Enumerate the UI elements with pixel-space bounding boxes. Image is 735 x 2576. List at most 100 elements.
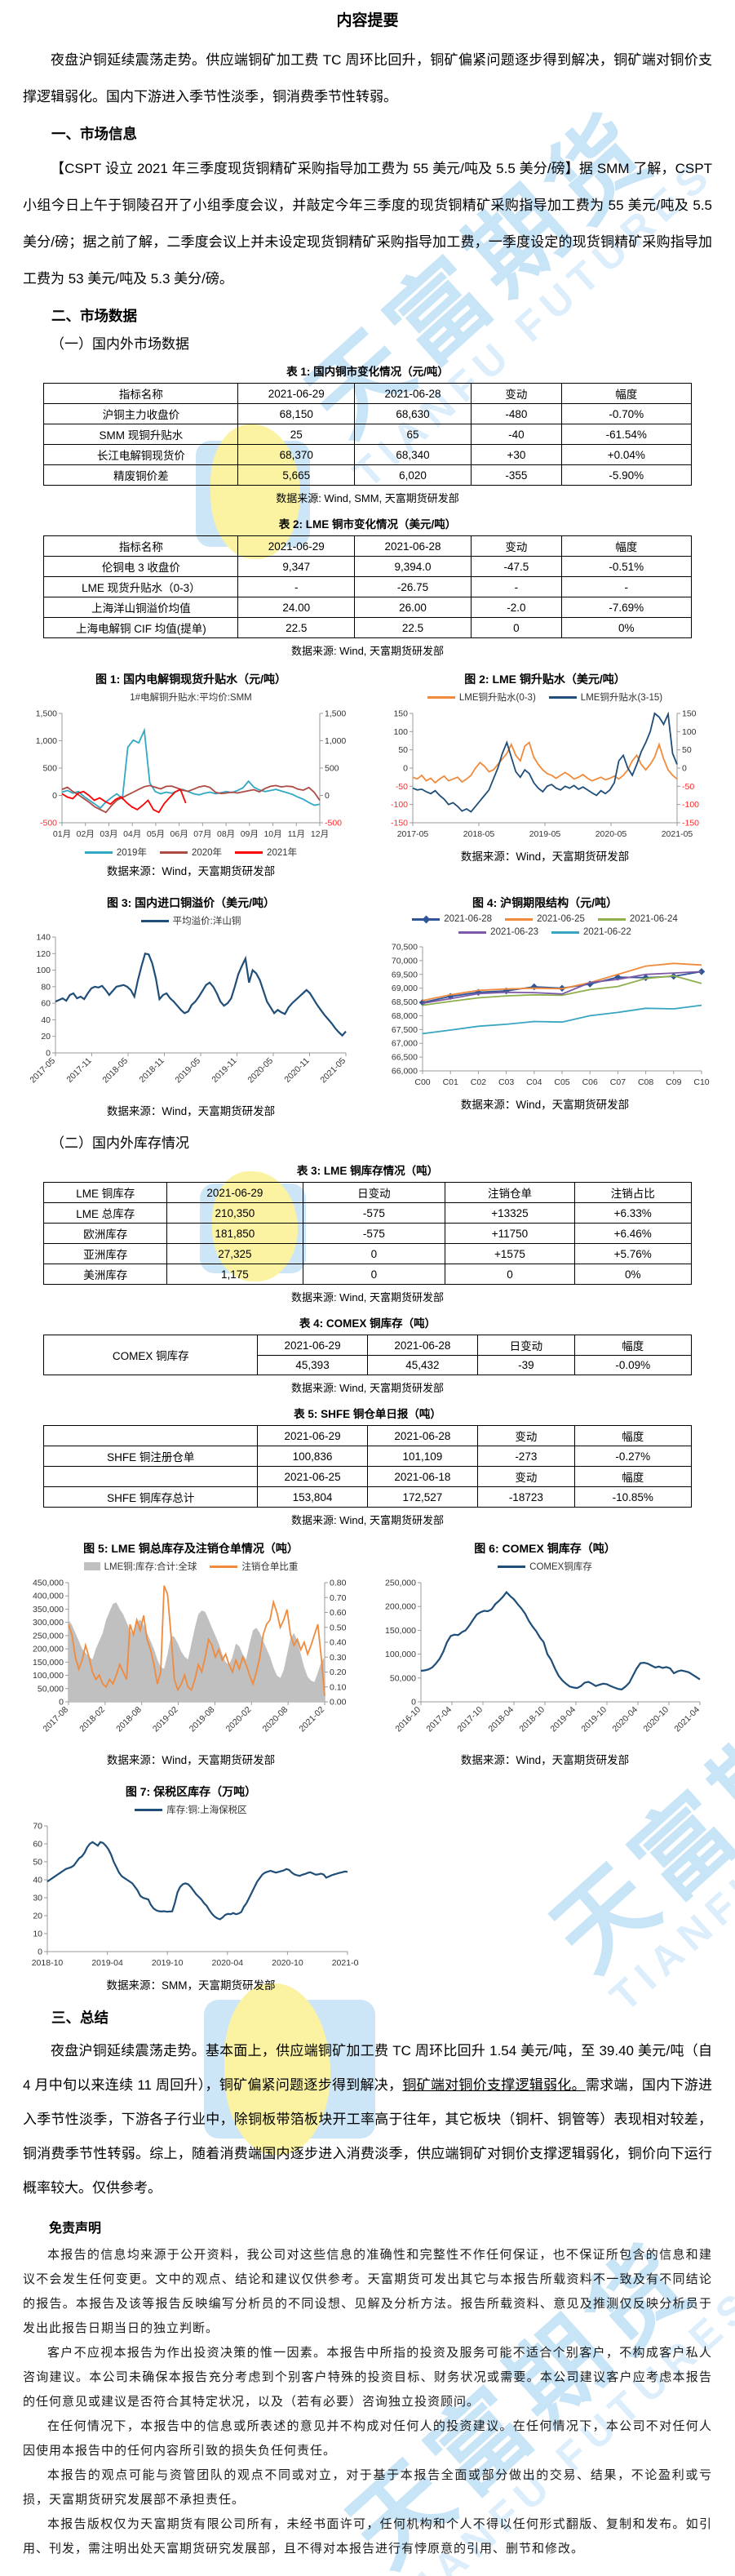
data-source: 数据来源: Wind, 天富期货研发部 — [290, 1514, 445, 1526]
table-row: 指标名称 2021-06-29 2021-06-28 变动 幅度 — [43, 535, 692, 557]
svg-text:11月: 11月 — [288, 829, 305, 839]
svg-text:150: 150 — [682, 709, 697, 719]
figure-row: 图 1: 国内电解铜现货升贴水（元/吨） 1#电解铜升贴水:平均价:SMM -5… — [23, 666, 712, 885]
figure-legend: LME铜升贴水(0-3) LME铜升贴水(3-15) — [377, 691, 713, 704]
svg-text:69,500: 69,500 — [392, 970, 418, 979]
table-cell: 幅度 — [573, 1335, 692, 1356]
svg-text:2019-10: 2019-10 — [579, 1705, 609, 1734]
summary-paragraph: 夜盘沪铜延续震荡走势。基本面上，供应端铜矿加工费 TC 周环比回升 1.54 美… — [23, 2034, 712, 2205]
table-row: 45,393 45,432 -39 -0.09% — [44, 1355, 692, 1375]
svg-text:2019-04: 2019-04 — [548, 1705, 578, 1734]
data-source: 数据来源: Wind, 天富期货研发部 — [290, 1291, 445, 1304]
table-cell: 0 — [445, 1264, 575, 1285]
summary-text: 需求端，国内下游进入季节性淡季，下游各子行业中，除铜板带箔板块开工率高于往年，其… — [23, 2077, 713, 2196]
svg-text:1,500: 1,500 — [36, 709, 57, 719]
svg-text:50: 50 — [682, 745, 692, 755]
svg-text:2019-10: 2019-10 — [152, 1958, 184, 1968]
table-cell: -575 — [302, 1223, 446, 1244]
table-cell: 2021-06-29 — [257, 1425, 368, 1446]
table-cell: -47.5 — [470, 556, 562, 577]
table-cell: 6,020 — [354, 464, 472, 486]
data-source: 数据来源: Wind, SMM, 天富期货研发部 — [276, 492, 459, 504]
svg-text:08月: 08月 — [217, 829, 235, 839]
svg-text:120: 120 — [36, 949, 51, 959]
table-cell: 26.00 — [354, 597, 472, 618]
table-cell: SMM 现铜升贴水 — [43, 424, 239, 445]
svg-text:100,000: 100,000 — [385, 1650, 416, 1659]
chart-canvas: 66,000 66,500 67,000 67,500 68,000 68,500 69,0… — [392, 943, 710, 1088]
svg-text:09月: 09月 — [241, 829, 259, 839]
table-cell: 日变动 — [302, 1182, 446, 1203]
table-cell: 长江电解铜现货价 — [43, 444, 239, 465]
figure-title: 图 5: LME 铜总库存及注销仓单情况（吨） — [83, 1542, 299, 1555]
table-cell: LME 总库存 — [43, 1202, 168, 1224]
table-cell: -0.09% — [573, 1355, 692, 1375]
svg-text:67,000: 67,000 — [392, 1039, 418, 1049]
table-cell: -26.75 — [354, 576, 472, 597]
chart-canvas: -150 -100 -50 0 50 100 150 -150 -100 -50 0 50 100 150… — [391, 709, 699, 840]
table-cell: SHFE 铜库存总计 — [43, 1486, 259, 1508]
data-source: 数据来源: Wind, 天富期货研发部 — [290, 1382, 445, 1394]
svg-text:40: 40 — [33, 1876, 42, 1885]
table-cell: 变动 — [470, 383, 562, 404]
svg-text:250,000: 250,000 — [33, 1631, 64, 1641]
legend-item: 2021-06-25 — [505, 914, 585, 924]
disclaimer-paragraph: 本报告版权仅为天富期货有限公司所有，未经书面许可，任何机构和个人不得以任何形式翻… — [23, 2518, 712, 2556]
table-block-1: 表 1: 国内铜市变化情况（元/吨） 指标名称 2021-06-29 2021-06… — [23, 362, 712, 505]
svg-text:30: 30 — [33, 1894, 42, 1903]
table-cell: 68,340 — [354, 444, 472, 465]
svg-text:0.40: 0.40 — [330, 1638, 347, 1648]
legend-item: 库存:铜:上海保税区 — [135, 1803, 247, 1816]
svg-text:03月: 03月 — [100, 829, 117, 839]
table-cell: 上海电解铜 CIF 均值(提单) — [43, 617, 239, 638]
legend-patch-swatch — [83, 1562, 100, 1570]
svg-text:50: 50 — [33, 1858, 42, 1868]
svg-text:2016-10: 2016-10 — [393, 1705, 423, 1734]
svg-text:450,000: 450,000 — [33, 1579, 64, 1588]
svg-text:-150: -150 — [391, 819, 408, 828]
table-cell: 变动 — [476, 1466, 575, 1487]
table-cell: - — [470, 576, 562, 597]
table-cell: 美洲库存 — [43, 1264, 168, 1285]
table-cell: 0 — [302, 1264, 446, 1285]
svg-text:2018-05: 2018-05 — [100, 1056, 130, 1086]
svg-text:0.50: 0.50 — [330, 1623, 347, 1632]
svg-text:2019-08: 2019-08 — [188, 1705, 217, 1734]
data-table: COMEX 铜库存 2021-06-29 2021-06-28 日变动 幅度 45,393… — [43, 1335, 692, 1375]
figure-7: 图 7: 保税区库存（万吨） 库存:铜:上海保税区 0 10 20 30 40 50 60 7… — [23, 1779, 364, 1999]
svg-text:0: 0 — [403, 764, 408, 774]
svg-text:2017-10: 2017-10 — [455, 1705, 485, 1734]
figure-6: 图 6: COMEX 铜库存（吨） COMEX铜库存 0 50,000 100,00… — [377, 1535, 713, 1774]
table-cell: 注销占比 — [573, 1182, 692, 1203]
svg-text:200,000: 200,000 — [385, 1602, 416, 1612]
table-cell: 0% — [573, 1264, 692, 1285]
table-cell: 2021-06-28 — [366, 1425, 478, 1446]
svg-text:70,000: 70,000 — [392, 956, 418, 966]
svg-text:68,000: 68,000 — [392, 1011, 418, 1021]
data-source: 数据来源：Wind，天富期货研发部 — [106, 865, 276, 877]
figure-chart: -150 -100 -50 0 50 100 150 -150 -100 -50 0 50 100 150… — [377, 705, 713, 844]
section-heading-market-info: 一、市场信息 — [51, 126, 137, 142]
svg-text:20: 20 — [33, 1912, 42, 1921]
svg-text:80: 80 — [41, 982, 51, 992]
table-cell: 68,630 — [354, 403, 472, 424]
table-row: 指标名称 2021-06-29 2021-06-28 变动 幅度 — [43, 383, 692, 404]
svg-text:-100: -100 — [391, 800, 408, 810]
table-cell: - — [560, 576, 692, 597]
table-cell: 2021-06-18 — [366, 1466, 478, 1487]
figure-4: 图 4: 沪铜期限结构（元/吨） 2021-06-28 2021-06-25 202… — [377, 890, 713, 1125]
table-cell: 2021-06-29 — [166, 1182, 303, 1203]
figure-title: 图 3: 国内进口铜溢价（美元/吨） — [106, 896, 276, 909]
table-cell: 65 — [354, 424, 472, 445]
table-row: 伦铜电 3 收盘价 9,347 9,394.0 -47.5 -0.51% — [43, 556, 692, 577]
svg-text:2020-04: 2020-04 — [610, 1705, 640, 1734]
table-row: 2021-06-25 2021-06-18 变动 幅度 — [43, 1466, 692, 1487]
svg-text:2018-10: 2018-10 — [517, 1705, 547, 1734]
svg-text:350,000: 350,000 — [33, 1605, 64, 1614]
svg-text:150,000: 150,000 — [33, 1658, 64, 1668]
legend-item: 2021年 — [235, 846, 297, 859]
legend-item: 注销仓单比重 — [210, 1560, 298, 1573]
svg-text:07月: 07月 — [193, 829, 211, 839]
legend-item: 2021-06-24 — [597, 914, 678, 924]
